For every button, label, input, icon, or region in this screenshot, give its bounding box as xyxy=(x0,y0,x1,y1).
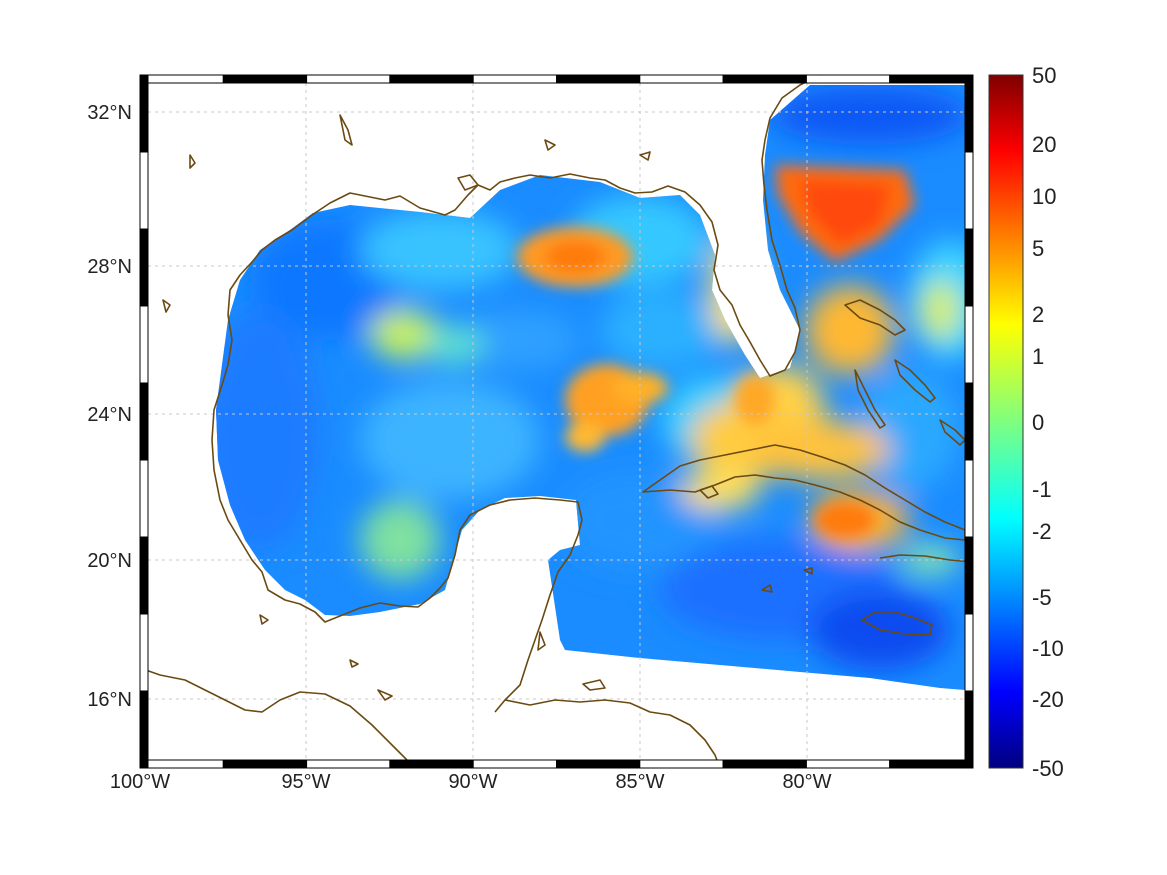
frame-segment xyxy=(139,759,224,769)
frame-segment xyxy=(639,759,724,769)
frame-segment xyxy=(964,74,974,153)
lat-label-20n: 20°N xyxy=(87,550,132,572)
frame-segment xyxy=(722,74,807,84)
colorbar-label: -1 xyxy=(1032,477,1052,502)
frame-segment xyxy=(306,74,391,84)
lat-label-28n: 28°N xyxy=(87,256,132,278)
lat-label-24n: 24°N xyxy=(87,404,132,426)
frame-segment xyxy=(964,305,974,384)
map-frame xyxy=(139,74,974,769)
frame-segment xyxy=(805,74,891,84)
frame-segment xyxy=(139,151,149,230)
colorbar-label: 0 xyxy=(1032,410,1044,435)
frame-segment xyxy=(472,74,558,84)
frame-segment xyxy=(639,74,724,84)
frame-segment xyxy=(889,74,974,84)
frame-segment xyxy=(139,228,149,307)
frame-segment xyxy=(889,759,974,769)
frame-segment xyxy=(139,74,224,84)
lat-label-32n: 32°N xyxy=(87,102,132,124)
frame-segment xyxy=(222,759,308,769)
lon-label-90w: 90°W xyxy=(448,771,497,793)
colorbar-label: -2 xyxy=(1032,519,1052,544)
lon-label-95w: 95°W xyxy=(281,771,330,793)
frame-segment xyxy=(805,759,891,769)
colorbar xyxy=(988,74,1024,769)
lat-label-16n: 16°N xyxy=(87,689,132,711)
frame-segment xyxy=(139,382,149,461)
colorbar-label: 1 xyxy=(1032,344,1044,369)
frame-segment xyxy=(139,459,149,538)
frame-segment xyxy=(472,759,558,769)
colorbar-label: 2 xyxy=(1032,302,1044,327)
lon-labels: 100°W 95°W 90°W 85°W 80°W xyxy=(110,771,832,793)
colorbar-label: -20 xyxy=(1032,687,1064,712)
frame-segment xyxy=(964,151,974,230)
frame-segment xyxy=(139,613,149,692)
frame-segment xyxy=(722,759,807,769)
frame-segment xyxy=(964,536,974,615)
frame-segment xyxy=(964,459,974,538)
colorbar-label: 10 xyxy=(1032,184,1056,209)
colorbar-label: 5 xyxy=(1032,236,1044,261)
frame-segment xyxy=(556,759,641,769)
lon-label-80w: 80°W xyxy=(782,771,831,793)
frame-segment xyxy=(964,382,974,461)
frame-segment xyxy=(139,305,149,384)
lat-labels: 32°N 28°N 24°N 20°N 16°N xyxy=(87,102,132,711)
frame-segment xyxy=(389,74,474,84)
colorbar-label: 50 xyxy=(1032,63,1056,88)
frame-segment xyxy=(139,536,149,615)
gridlines xyxy=(148,83,965,760)
frame-segment xyxy=(964,228,974,307)
frame-segment xyxy=(964,690,974,769)
frame-segment xyxy=(222,74,308,84)
frame-segment xyxy=(306,759,391,769)
colorbar-label: -5 xyxy=(1032,585,1052,610)
frame-segment xyxy=(139,74,149,153)
frame-segment xyxy=(556,74,641,84)
frame-segment xyxy=(139,690,149,769)
lon-label-85w: 85°W xyxy=(615,771,664,793)
lon-label-100w: 100°W xyxy=(110,771,170,793)
frame-segment xyxy=(389,759,474,769)
colorbar-label: -50 xyxy=(1032,756,1064,781)
colorbar-label: -10 xyxy=(1032,636,1064,661)
colorbar-label: 20 xyxy=(1032,132,1056,157)
frame-segment xyxy=(964,613,974,692)
